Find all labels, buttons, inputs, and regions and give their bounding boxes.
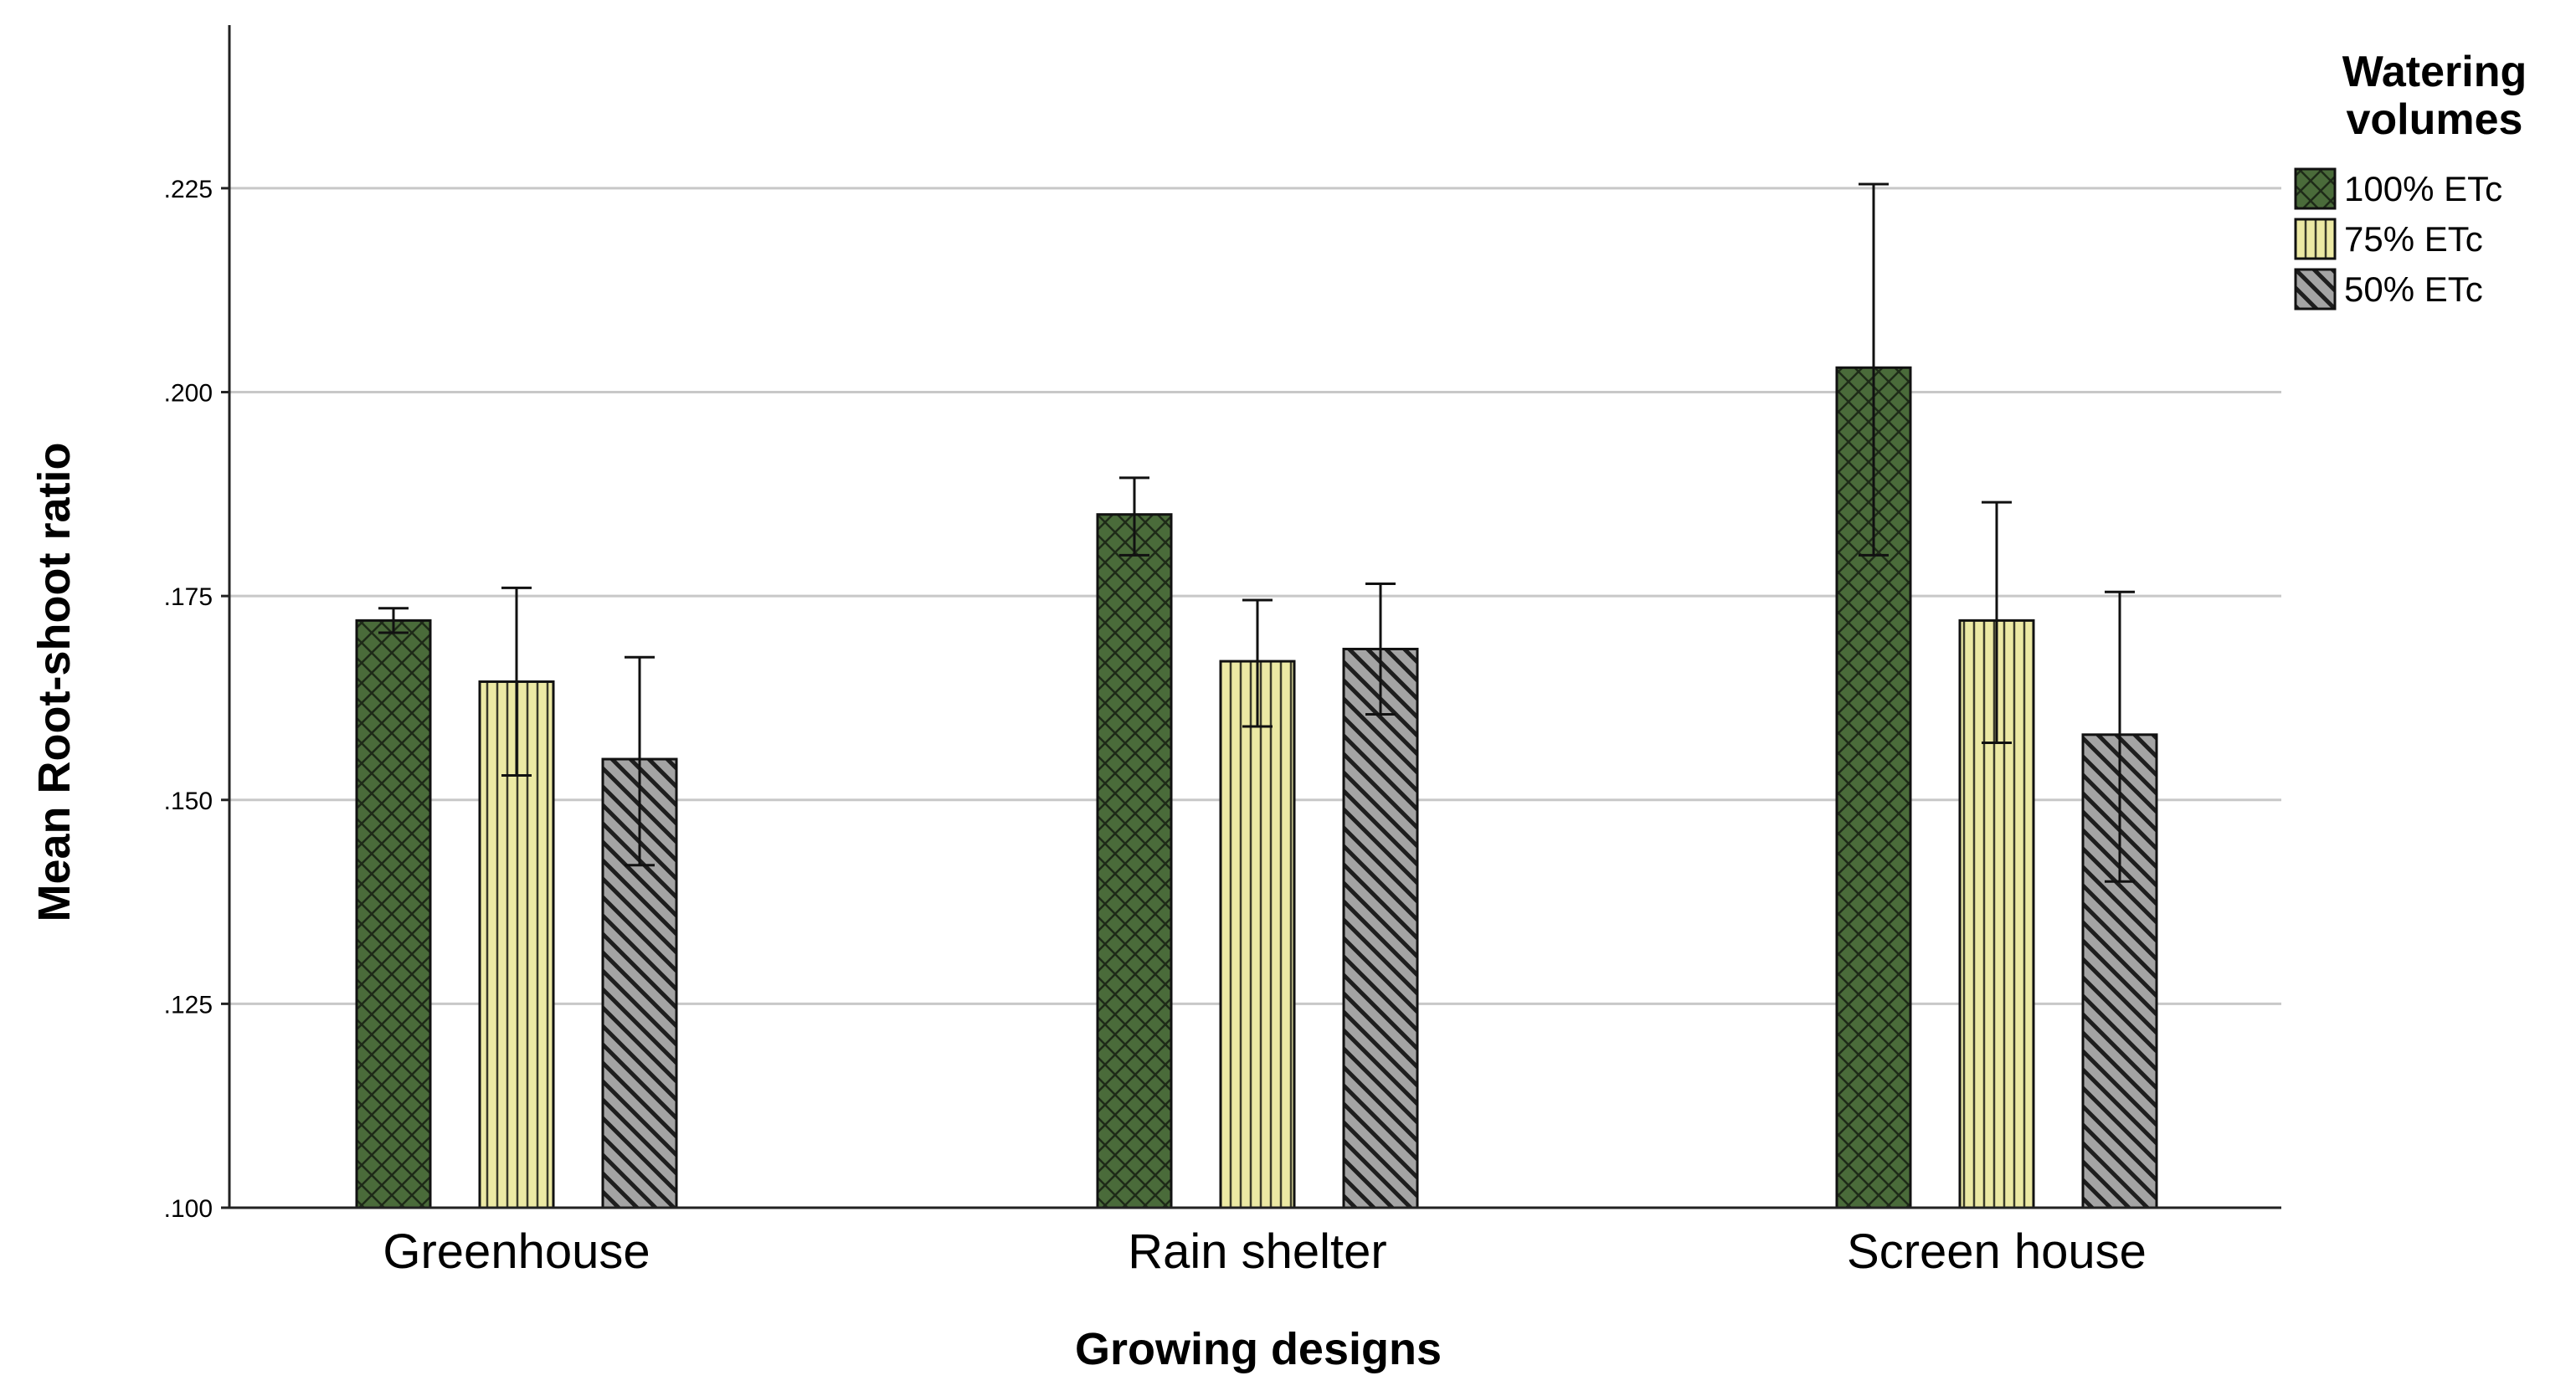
y-tick-label: .175 — [164, 583, 213, 611]
bar — [1219, 660, 1296, 1209]
legend-swatch — [2294, 218, 2337, 260]
y-tick-labels: .100 .125 .150 .175 .200 .225 — [164, 176, 229, 1223]
legend-label: 50% ETc — [2344, 269, 2483, 309]
y-tick-label: .150 — [164, 788, 213, 815]
gridlines — [229, 187, 2281, 1005]
y-tick-label: .225 — [164, 176, 213, 203]
legend: Watering volumes 100% ETc 75% ETc 50% ETc — [2294, 48, 2527, 311]
x-category-label: Rain shelter — [1128, 1224, 1386, 1279]
x-category-labels: Greenhouse Rain shelter Screen house — [383, 1224, 2147, 1279]
x-category-label: Greenhouse — [383, 1224, 650, 1279]
bar — [1096, 513, 1173, 1209]
y-tick-label: .125 — [164, 991, 213, 1019]
legend-title: Watering volumes — [2342, 48, 2527, 144]
bars — [355, 182, 2158, 1209]
x-axis-title: Growing designs — [1075, 1324, 1442, 1374]
bar — [355, 619, 432, 1209]
y-tick-label: .100 — [164, 1195, 213, 1223]
bar — [1342, 647, 1419, 1209]
y-tick-label: .200 — [164, 380, 213, 408]
x-category-label: Screen house — [1847, 1224, 2147, 1279]
legend-swatch — [2294, 268, 2337, 311]
legend-label: 75% ETc — [2344, 219, 2483, 259]
y-axis-title: Mean Root-shoot ratio — [29, 443, 80, 922]
legend-swatch — [2294, 167, 2337, 210]
legend-label: 100% ETc — [2344, 169, 2502, 208]
axes — [228, 25, 2281, 1209]
